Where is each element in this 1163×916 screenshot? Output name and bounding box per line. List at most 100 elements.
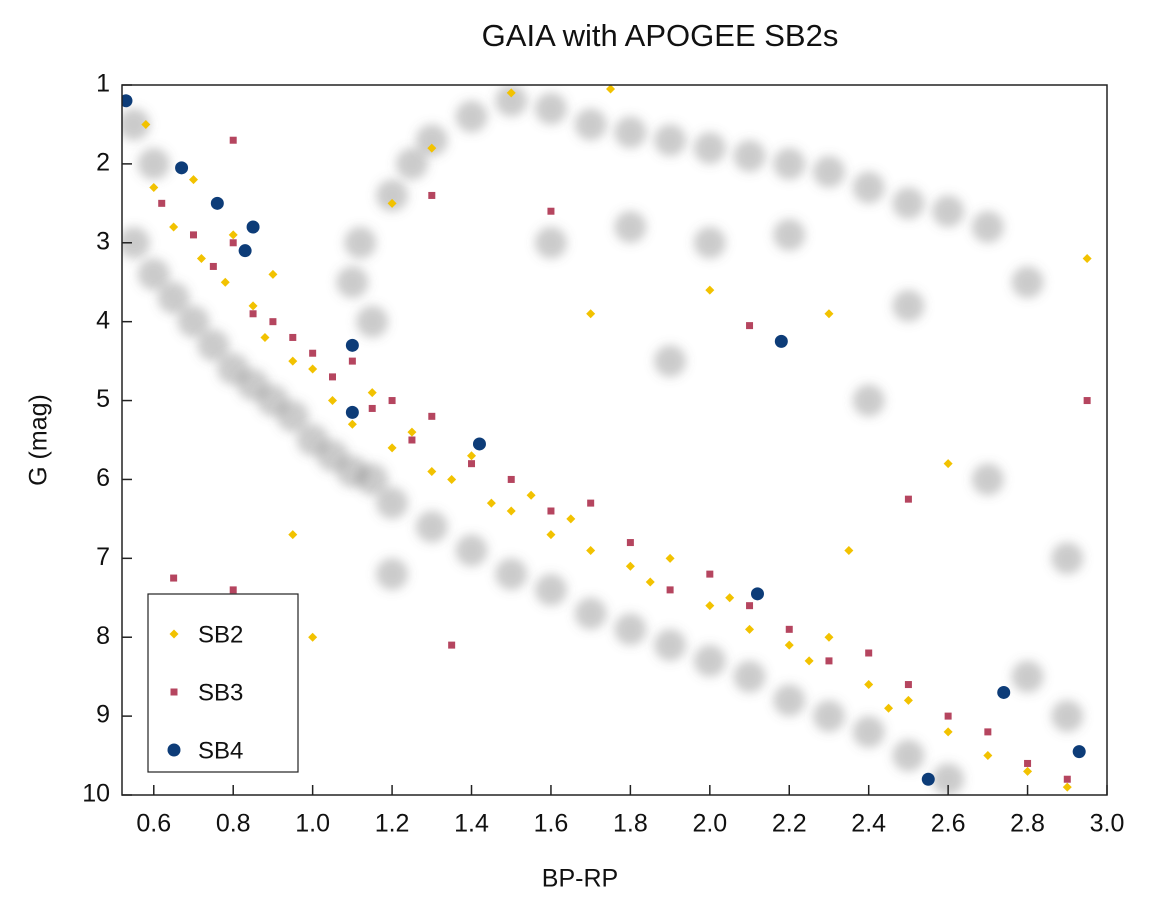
legend-marker [170,688,178,696]
sb3-point [249,310,257,318]
sb3-point [587,499,595,507]
sb3-point [904,495,912,503]
background-point [376,179,409,212]
x-tick-label: 0.8 [216,810,251,838]
sb3-point [944,712,952,720]
sb4-point [238,244,252,258]
background-point [395,147,428,180]
sb2-point [367,388,377,398]
background-point [892,187,925,220]
background-point [654,629,687,662]
background-point [773,684,806,717]
background-point [455,534,488,567]
background-point [932,763,965,795]
x-tick-label: 2.6 [931,810,966,838]
sb2-point [526,490,536,500]
sb4-point [921,772,935,786]
sb2-point [447,474,457,484]
background-point [376,558,409,591]
sb4-point [774,334,788,348]
sb2-point [804,656,814,666]
sb2-point [745,624,755,634]
sb2-point [606,85,616,94]
sb2-point [903,695,913,705]
sb4-point [175,161,189,175]
background-point [733,660,766,693]
sb3-point [706,570,714,578]
sb3-point [825,657,833,665]
sb4-point [246,220,260,234]
sb3-point [746,322,754,330]
background-point [892,739,925,772]
y-tick-label: 8 [96,622,110,650]
background-point [415,510,448,543]
legend-box [147,593,299,773]
sb2-point [645,577,655,587]
sb3-point [309,349,317,357]
sb4-point [345,405,359,419]
x-tick-label: 2.2 [772,810,807,838]
sb3-point [229,136,237,144]
background-point [654,124,687,157]
sb2-point [586,309,596,319]
sb2-point [407,427,417,437]
sb3-point [158,199,166,207]
background-point [693,644,726,677]
sb2-point [586,545,596,555]
x-tick-label: 0.6 [136,810,171,838]
background-point [733,140,766,172]
background-point [614,116,647,149]
sb2-point [725,593,735,603]
background-point [137,147,170,180]
background-point [852,171,885,204]
sb3-point [507,475,515,483]
sb3-point [865,649,873,657]
background-point [534,226,567,259]
background-point [971,211,1004,243]
sb2-point [506,506,516,516]
sb2-point [943,727,953,737]
background-point [614,211,647,243]
sb2-point [387,443,397,453]
legend: SB2 SB3 SB4 [147,593,299,773]
x-tick-label: 1.0 [295,810,330,838]
sb4-point [472,437,486,451]
background-point [693,226,726,259]
background-point [971,463,1004,496]
sb3-point [1063,775,1071,783]
sb2-point [141,119,151,129]
sb3-point [229,239,237,247]
chart-title: GAIA with APOGEE SB2s [482,18,839,53]
sb2-point [864,680,874,690]
sb4-point [210,196,224,210]
sb3-point [1024,759,1032,767]
sb2-point [268,269,278,279]
background-point [356,463,389,496]
x-tick-label: 2.4 [851,810,886,838]
background-point [773,218,806,251]
y-tick-label: 7 [96,543,110,571]
background-point [852,715,885,748]
sb2-point [983,751,993,761]
y-tick-label: 6 [96,464,110,492]
background-point [773,147,806,180]
background-point [122,226,150,259]
sb3-point [468,460,476,468]
background-point [177,305,210,338]
background-point [495,85,528,117]
sb4-point [1072,745,1086,759]
sb2-point [566,514,576,524]
x-tick-label: 3.0 [1090,810,1125,838]
sb2-point [784,640,794,650]
x-tick-label: 1.2 [375,810,410,838]
background-point [336,266,369,299]
x-tick-label: 1.4 [454,810,489,838]
sb2-point [665,553,675,563]
sb2-point [169,222,179,232]
background-point [1011,266,1044,299]
sb2-point [328,396,338,406]
sb3-point [408,436,416,444]
sb2-point [625,561,635,571]
sb2-point [844,545,854,555]
sb2-point [427,467,437,477]
